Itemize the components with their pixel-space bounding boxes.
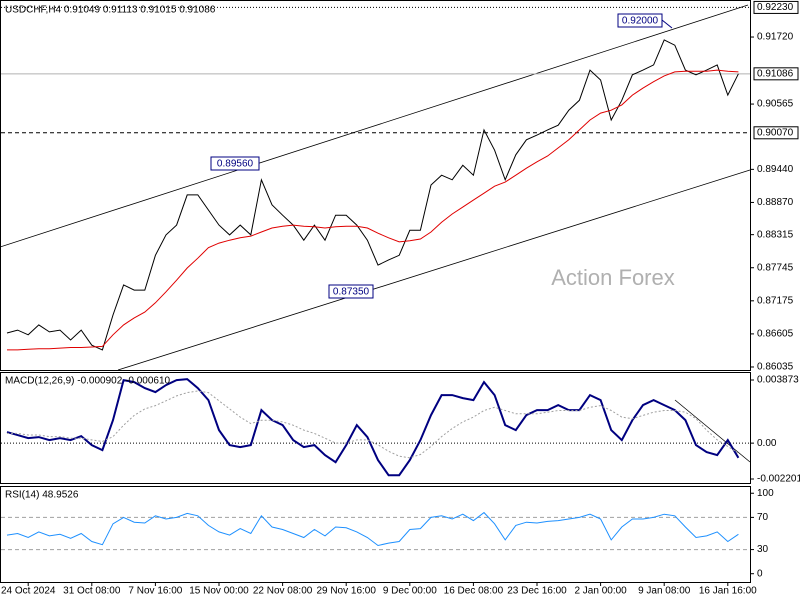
y-tick-label: 0.88315	[757, 229, 794, 240]
y-tick-label: -0.002201	[757, 474, 800, 485]
channel-lower	[117, 169, 751, 371]
channel-upper	[0, 4, 749, 248]
annotation-box	[210, 156, 260, 171]
x-tick-label: 15 Nov 00:00	[189, 586, 249, 597]
price-title: USDCHF,H4 0.91049 0.91113 0.91015 0.9108…	[5, 5, 216, 16]
series-line	[6, 39, 739, 351]
y-tick-label: 0.89440	[757, 164, 794, 175]
x-tick-label: 16 Dec 08:00	[444, 586, 504, 597]
y-tick-label: 0.91720	[757, 32, 794, 43]
annotation: 0.87350	[333, 287, 370, 298]
x-tick-label: 2 Jan 00:00	[574, 586, 627, 597]
price-panel	[0, 0, 751, 371]
series-line	[6, 511, 739, 547]
x-tick-label: 9 Dec 00:00	[383, 586, 437, 597]
x-tick-label: 22 Nov 08:00	[253, 586, 313, 597]
x-tick-label: 9 Jan 08:00	[638, 586, 691, 597]
annotation: 0.92000	[622, 16, 659, 27]
macd-panel	[0, 372, 751, 484]
y-tick-label: 0.86605	[757, 329, 794, 340]
y-tick-label: 30	[757, 544, 769, 555]
y-tick-label: 0.87745	[757, 262, 794, 273]
x-tick-label: 23 Dec 16:00	[507, 586, 567, 597]
level-label-box	[753, 67, 799, 81]
series-line	[7, 69, 739, 351]
y-tick-label: 0	[757, 568, 763, 579]
level-label-box	[753, 0, 799, 14]
level-label: 0.90070	[757, 127, 794, 138]
annotation: 0.89560	[217, 159, 254, 170]
y-tick-label: 0.003873	[757, 375, 799, 386]
x-tick-label: 24 Oct 2024	[1, 586, 56, 597]
level-label: 0.92230	[757, 2, 794, 13]
macd-trendline	[674, 399, 751, 463]
series-line	[7, 390, 739, 459]
x-tick-label: 7 Nov 16:00	[128, 586, 182, 597]
macd-title: MACD(12,26,9) -0.000902 -0.000610	[5, 376, 171, 387]
x-tick-label: 31 Oct 08:00	[63, 586, 121, 597]
series-line	[6, 378, 740, 477]
annotation-pointer	[661, 19, 673, 29]
y-tick-label: 0.87175	[757, 295, 794, 306]
y-tick-label: 0.86035	[757, 362, 794, 373]
rsi-panel	[0, 486, 751, 583]
y-tick-label: 0.00	[757, 438, 777, 449]
level-label-box	[753, 126, 799, 140]
y-tick-label: 70	[757, 512, 769, 523]
y-tick-label: 0.90565	[757, 99, 794, 110]
x-tick-label: 16 Jan 16:00	[699, 586, 757, 597]
y-tick-label: 0.88870	[757, 197, 794, 208]
level-label: 0.91086	[757, 68, 794, 79]
annotation-box	[328, 284, 374, 299]
y-tick-label: 100	[757, 488, 774, 499]
rsi-title: RSI(14) 48.9526	[5, 490, 79, 501]
x-tick-label: 29 Nov 16:00	[316, 586, 376, 597]
watermark: Action Forex	[551, 265, 675, 290]
